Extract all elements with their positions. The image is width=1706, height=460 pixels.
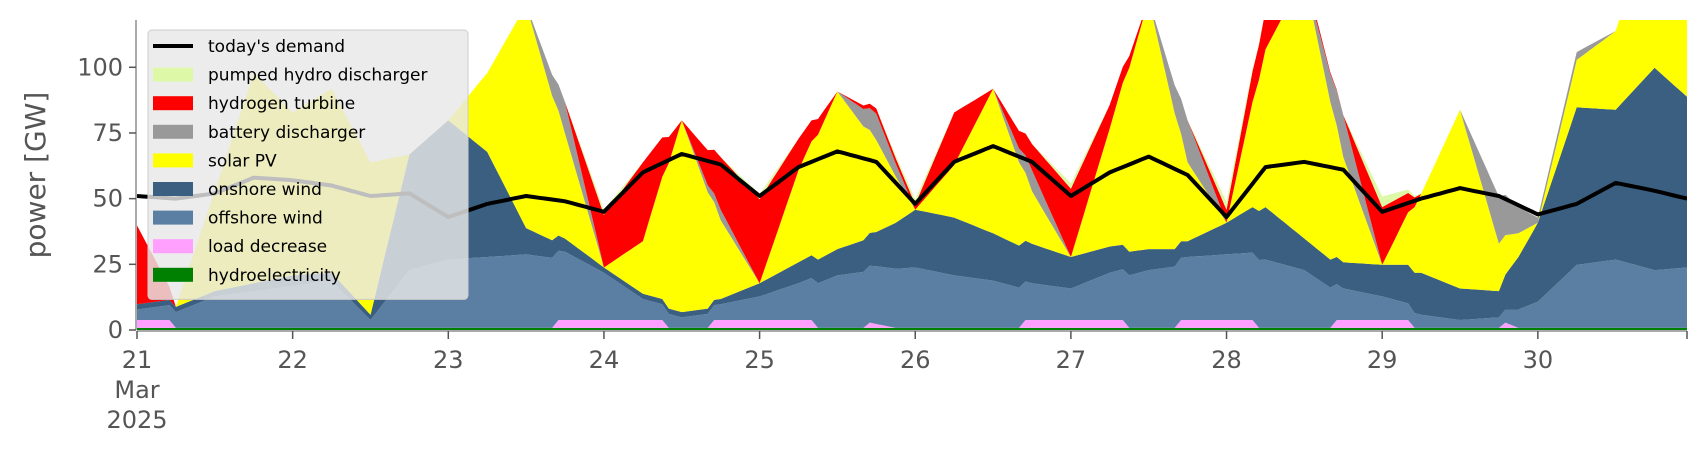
y-tick-label: 50	[92, 185, 123, 213]
stacked-areas	[137, 20, 1687, 330]
area-load-decrease	[137, 320, 1687, 328]
legend-swatch-pumped-hydro-discharger	[153, 67, 193, 82]
area-offshore-wind	[137, 250, 1687, 328]
area-solar-pv	[137, 20, 1687, 315]
y-axis-label: power [GW]	[19, 92, 52, 259]
y-tick-label: 25	[92, 250, 123, 278]
area-hydroelectricity	[137, 327, 1687, 330]
x-tick-label: 24	[589, 346, 620, 374]
x-tick-label: 25	[744, 346, 775, 374]
legend-label-battery-discharger: battery discharger	[208, 123, 365, 143]
x-tick-label: 2025	[106, 406, 167, 434]
area-pumped-hydro-discharger	[137, 20, 1620, 307]
y-tick-label: 75	[92, 119, 123, 147]
x-tick-label: 27	[1056, 346, 1087, 374]
legend-swatch-hydrogen-turbine	[153, 96, 193, 111]
legend-label-pumped-hydro-discharger: pumped hydro discharger	[208, 66, 427, 86]
x-tick-label: 22	[277, 346, 308, 374]
x-tick-label: 23	[433, 346, 464, 374]
legend-swatch-onshore-wind	[153, 182, 193, 196]
legend-label-hydroelectricity: hydroelectricity	[208, 266, 341, 286]
legend: today's demand pumped hydro discharger hyd…	[147, 29, 469, 300]
x-tick-label: 28	[1211, 346, 1242, 374]
x-tick-label: Mar	[114, 376, 159, 404]
x-tick-label: 26	[900, 346, 931, 374]
legend-label-today-s-demand: today's demand	[208, 37, 345, 57]
legend-swatch-hydroelectricity	[153, 267, 193, 282]
legend-label-load-decrease: load decrease	[208, 237, 327, 257]
legend-label-hydrogen-turbine: hydrogen turbine	[208, 94, 355, 114]
legend-label-onshore-wind: onshore wind	[208, 180, 322, 200]
legend-swatch-solar-pv	[153, 153, 193, 168]
x-tick-label: 30	[1523, 346, 1554, 374]
y-tick-label: 100	[77, 53, 123, 81]
legend-box	[147, 29, 469, 300]
legend-swatch-load-decrease	[153, 239, 193, 254]
x-tick-label: 21	[122, 346, 153, 374]
y-tick-label: 0	[108, 316, 123, 344]
legend-swatch-battery-discharger	[153, 124, 193, 139]
area-onshore-wind	[137, 67, 1687, 320]
x-tick-label: 29	[1367, 346, 1398, 374]
legend-label-solar-pv: solar PV	[208, 151, 277, 171]
legend-swatch-offshore-wind	[153, 210, 193, 225]
legend-label-offshore-wind: offshore wind	[208, 209, 323, 229]
